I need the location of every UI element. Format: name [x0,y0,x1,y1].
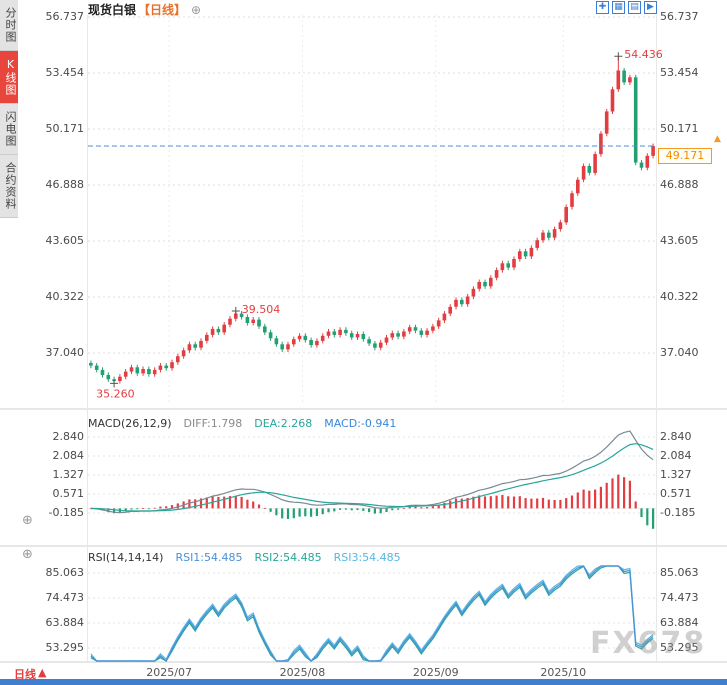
chart-title: 现货白银 【日线】 ⊕ [88,1,201,18]
up-triangle-icon: ▲ [38,666,47,679]
symbol-name: 现货白银 [88,3,137,17]
svg-text:54.436: 54.436 [624,48,663,61]
chart-toolbar: ✚ ▦ ▤ ▶ [596,1,657,14]
macd-settings-icon[interactable]: ⊕ [22,513,33,528]
macd-dea-value: DEA:2.268 [254,417,313,430]
sidebar: 分时图 K线图 闪电图 合约资料 [0,0,18,662]
sidebar-tab-lightning[interactable]: 闪电图 [0,104,18,155]
jump-latest-icon[interactable]: ▶ [644,1,657,14]
rsi-settings-icon[interactable]: ⊕ [22,547,33,562]
rsi2-value: RSI2:54.485 [254,551,322,564]
rsi1-value: RSI1:54.485 [175,551,243,564]
macd-diff-value: DIFF:1.798 [183,417,243,430]
rsi-header: RSI(14,14,14) RSI1:54.485 RSI2:54.485 RS… [88,551,401,564]
macd-header: MACD(26,12,9) DIFF:1.798 DEA:2.268 MACD:… [88,417,396,430]
watermark: FX678 [590,626,707,661]
chart-type-icon[interactable]: ▤ [628,1,641,14]
last-price-tag: 49.171 [658,148,712,165]
macd-bar-value: MACD:-0.941 [324,417,397,430]
sidebar-tab-kline[interactable]: K线图 [0,51,18,104]
crosshair-icon[interactable]: ✚ [596,1,609,14]
price-up-arrow-icon: ▲ [714,134,721,145]
sidebar-tab-contract[interactable]: 合约资料 [0,155,18,218]
svg-text:35.260: 35.260 [96,387,135,400]
zoom-area-icon[interactable]: ▦ [612,1,625,14]
add-indicator-icon[interactable]: ⊕ [191,2,202,17]
svg-text:39.504: 39.504 [242,303,280,316]
period-label[interactable]: 【日线】 [138,3,187,17]
rsi3-value: RSI3:54.485 [333,551,401,564]
footer-period-label: 日线 [14,668,36,681]
rsi-title: RSI(14,14,14) [88,551,164,564]
footer-period[interactable]: 日线 ▲ [14,666,46,682]
macd-title: MACD(26,12,9) [88,417,172,430]
horizontal-scrollbar[interactable] [0,679,727,685]
sidebar-tab-timeshare[interactable]: 分时图 [0,0,18,51]
